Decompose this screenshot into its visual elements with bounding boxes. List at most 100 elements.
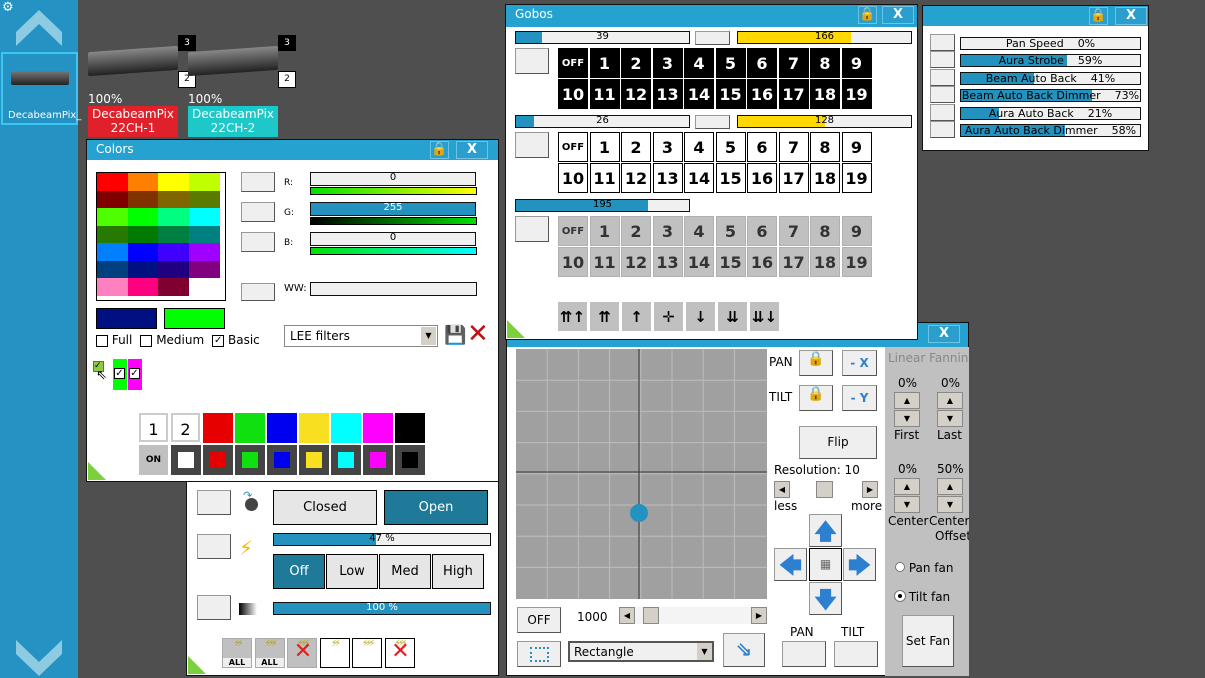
gobo-button[interactable]: 7 — [778, 216, 809, 246]
dimmer-slider[interactable]: 100 % — [273, 602, 491, 615]
gobo-button[interactable]: 14 — [684, 79, 714, 109]
gobo-shake-button[interactable]: ↑ — [622, 302, 651, 331]
tilt-lock-button[interactable]: 🔒 — [799, 385, 833, 411]
first-down-button[interactable]: ▼ — [894, 410, 920, 427]
gobo-button[interactable]: OFF — [558, 48, 588, 78]
gobo-button[interactable]: 16 — [747, 247, 777, 277]
param-button[interactable] — [930, 34, 955, 51]
palette-color[interactable] — [158, 225, 189, 244]
mode-checkbox[interactable]: Medium — [140, 333, 204, 347]
channel-slider[interactable]: 255 — [310, 202, 476, 216]
open-button[interactable]: Open — [384, 490, 488, 525]
palette-color[interactable] — [127, 243, 159, 261]
preset-color-toggle[interactable] — [203, 445, 233, 475]
gobo-button[interactable]: 8 — [810, 132, 840, 162]
gobo-button[interactable]: 17 — [778, 163, 809, 193]
gobo-button[interactable]: 6 — [747, 48, 777, 78]
preset-color-toggle[interactable] — [331, 445, 361, 475]
param-slider[interactable]: Beam Auto Back Dimmer 73% — [960, 89, 1141, 103]
pan-lock-button[interactable]: 🔒 — [799, 350, 833, 376]
lock-button[interactable]: 🔒 — [1089, 7, 1108, 25]
strobe-preset-button[interactable]: ⚡⚡ ALL — [222, 638, 252, 668]
apply-shape-button[interactable]: ⇘ — [723, 633, 765, 667]
param-slider[interactable]: Aura Auto Back Dimmer 58% — [960, 124, 1141, 137]
gobo-button[interactable]: 10 — [558, 163, 588, 193]
gobo-shake-button[interactable]: ⇈↑ — [558, 302, 587, 331]
palette-color[interactable] — [97, 190, 128, 209]
filter-dropdown[interactable]: LEE filters ▼ — [284, 325, 438, 347]
gobo-button[interactable]: 11 — [589, 247, 620, 277]
invert-x-button[interactable]: - X — [842, 350, 877, 376]
gobo-button[interactable]: 3 — [652, 48, 683, 78]
tilt-fan-radio[interactable]: Tilt fan — [895, 590, 950, 604]
palette-color[interactable] — [158, 278, 189, 296]
param-slider[interactable]: Beam Auto Back 41% — [960, 71, 1141, 85]
center-down-button[interactable]: ▼ — [894, 496, 920, 513]
gobo-shake-button[interactable]: ⇊↓ — [750, 302, 779, 331]
gobo-rotation-button[interactable] — [695, 31, 730, 45]
gobo-shake-button[interactable]: ⇊ — [718, 302, 747, 331]
move-right-button[interactable]: 🡆 — [843, 548, 876, 581]
preset-color-button[interactable] — [235, 413, 265, 443]
gobo-button[interactable]: 8 — [810, 216, 840, 246]
gobo-button[interactable]: 4 — [684, 216, 714, 246]
gobo-button[interactable]: 17 — [778, 247, 809, 277]
shape-select-button[interactable] — [517, 641, 561, 667]
channel-button[interactable] — [241, 202, 275, 222]
gobo-button[interactable]: 5 — [715, 132, 746, 162]
preset-color-button[interactable] — [395, 413, 425, 443]
gobo-shake-button[interactable]: ✛ — [654, 302, 683, 331]
resize-grip-icon[interactable] — [88, 462, 106, 480]
off-button[interactable]: OFF — [517, 607, 561, 633]
gobo-button[interactable]: 4 — [684, 48, 714, 78]
on-button[interactable]: ON — [139, 445, 168, 475]
palette-color[interactable] — [188, 208, 220, 226]
gobo-wheel-slider[interactable]: 195 — [515, 199, 690, 212]
preset-color-toggle[interactable] — [235, 445, 265, 475]
scroll-up-icon[interactable] — [16, 10, 62, 46]
close-button[interactable]: X — [882, 6, 914, 24]
gobo-button[interactable]: 19 — [841, 79, 872, 109]
resolution-more-button[interactable]: ▶ — [862, 481, 878, 498]
palette-color[interactable] — [97, 225, 128, 244]
param-button[interactable] — [930, 121, 955, 138]
current-color-a[interactable] — [96, 308, 157, 329]
palette-color[interactable] — [158, 173, 189, 191]
palette-color[interactable] — [97, 243, 128, 261]
strobe-preset-button[interactable]: ⚡⚡⚡ ALL — [254, 638, 285, 668]
palette-color[interactable] — [188, 190, 220, 209]
gobo-button[interactable]: 15 — [715, 247, 746, 277]
gobo-button[interactable]: 18 — [810, 247, 840, 277]
preset-white-toggle[interactable] — [171, 445, 201, 475]
mode-checkbox[interactable]: ✓ Basic — [212, 333, 260, 347]
resolution-slider-thumb[interactable] — [816, 481, 833, 498]
gobo-button[interactable]: 9 — [841, 216, 872, 246]
closed-button[interactable]: Closed — [273, 490, 377, 525]
move-left-button[interactable]: 🡄 — [774, 548, 807, 581]
preset-color-toggle[interactable] — [395, 445, 425, 475]
gobo-button[interactable]: 5 — [715, 48, 746, 78]
center-up-button[interactable]: ▲ — [894, 478, 920, 495]
offset-down-button[interactable]: ▼ — [937, 496, 963, 513]
gobo-rotation-button[interactable] — [695, 115, 730, 129]
shape-dropdown[interactable]: Rectangle ▼ — [568, 641, 714, 662]
gobo-button[interactable]: 2 — [621, 48, 651, 78]
palette-color[interactable] — [158, 190, 189, 209]
fixture-card[interactable]: 3 2 100% DecabeamPix 22CH-2 — [188, 35, 296, 137]
param-slider[interactable]: Pan Speed 0% — [960, 37, 1141, 50]
palette-color[interactable] — [127, 190, 159, 209]
preset-color-button[interactable] — [363, 413, 393, 443]
gobo-wheel-button[interactable] — [515, 48, 549, 74]
palette-color[interactable] — [188, 243, 220, 261]
gobo-button[interactable]: 19 — [841, 247, 872, 277]
gobo-button[interactable]: 10 — [558, 247, 588, 277]
resolution-less-button[interactable]: ◀ — [774, 481, 790, 498]
move-down-button[interactable]: 🡇 — [809, 582, 842, 615]
palette-color[interactable] — [188, 173, 220, 191]
strobe-speed-button[interactable]: High — [432, 554, 484, 589]
strobe-preset-button[interactable]: ⚡⚡⚡ ✕ — [384, 638, 415, 668]
preset-color-toggle[interactable] — [299, 445, 329, 475]
gobo-button[interactable]: 11 — [589, 163, 620, 193]
gear-icon[interactable]: ⚙ — [2, 0, 14, 15]
palette-color[interactable] — [158, 260, 189, 279]
